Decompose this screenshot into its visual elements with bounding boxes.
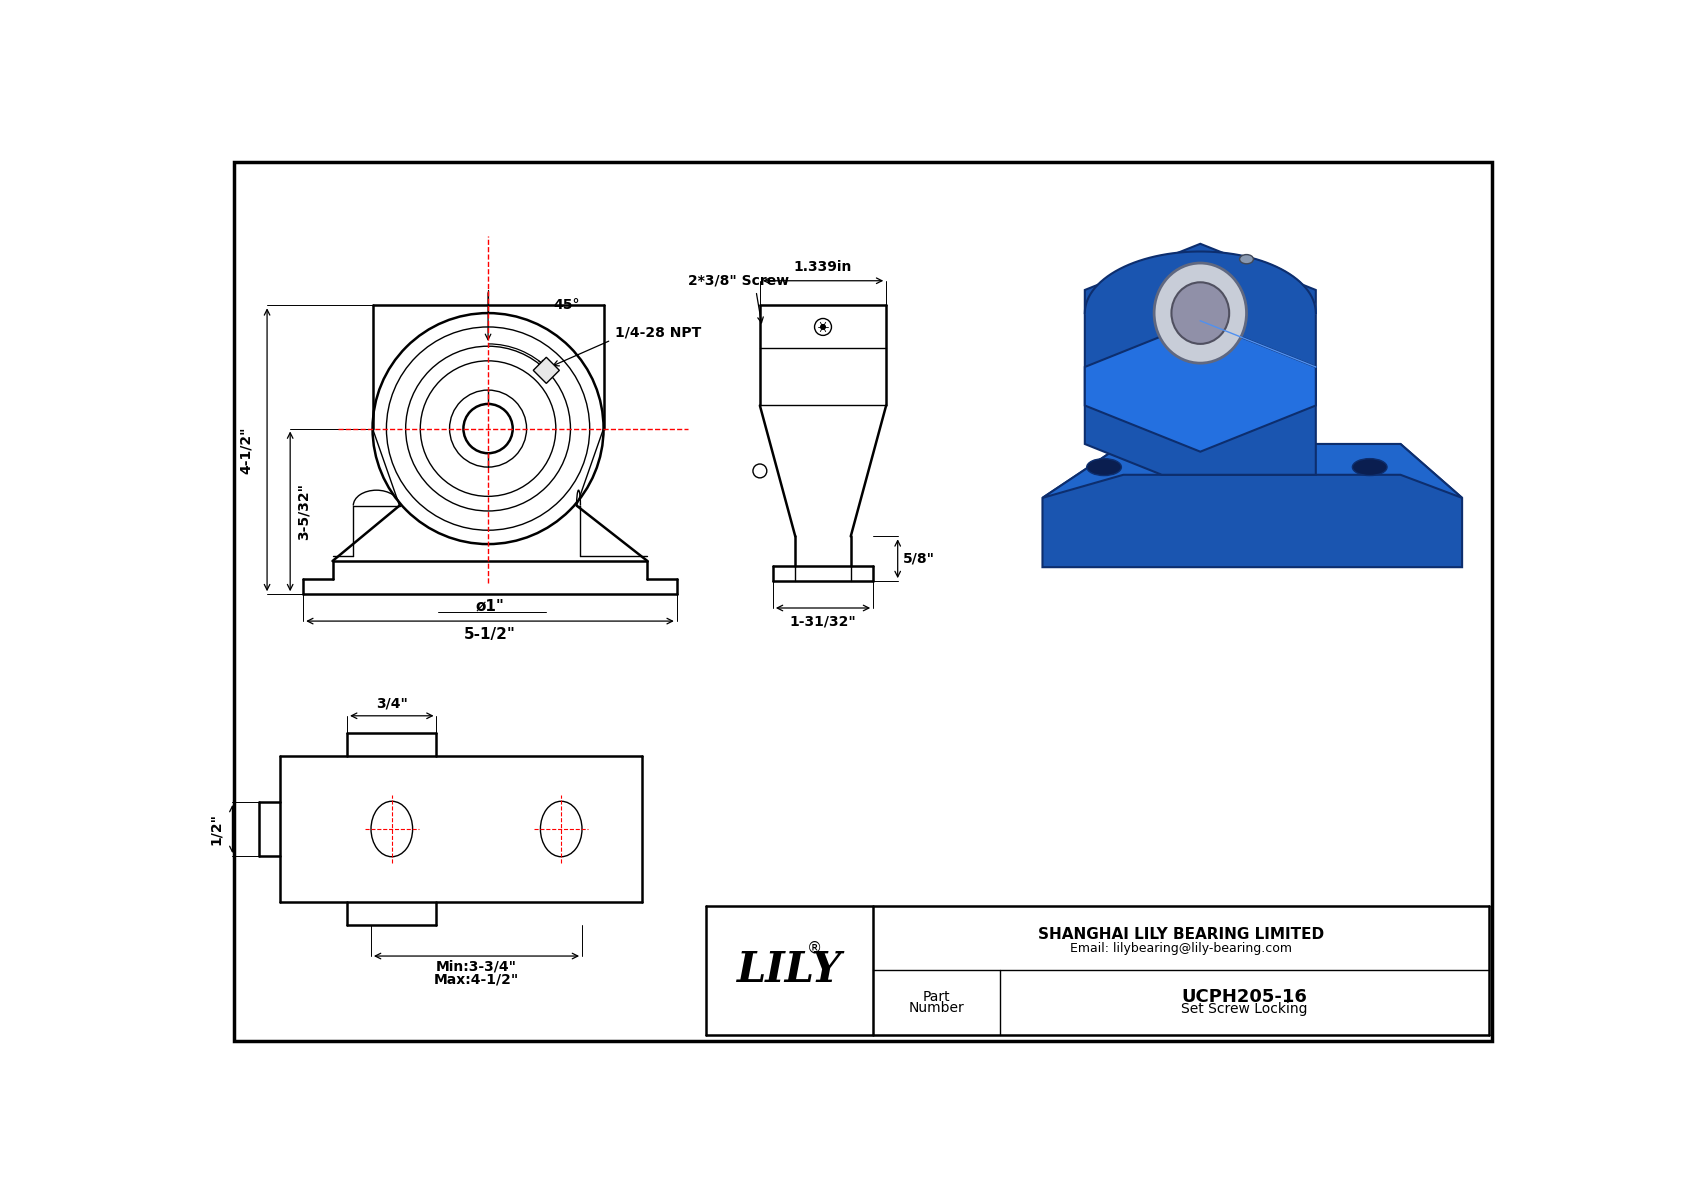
Text: Number: Number: [909, 1000, 965, 1015]
Text: Max:4-1/2": Max:4-1/2": [434, 972, 519, 986]
Text: 3-5/32": 3-5/32": [296, 482, 312, 540]
Text: Part: Part: [923, 990, 950, 1004]
Text: ®: ®: [807, 941, 822, 956]
Text: UCPH205-16: UCPH205-16: [1182, 989, 1307, 1006]
Text: Set Screw Locking: Set Screw Locking: [1182, 1003, 1308, 1016]
Polygon shape: [1042, 444, 1462, 567]
Text: 1/4-28 NPT: 1/4-28 NPT: [615, 325, 701, 339]
Text: 45°: 45°: [554, 298, 579, 312]
Ellipse shape: [1352, 459, 1388, 475]
Ellipse shape: [1154, 263, 1246, 363]
Ellipse shape: [1086, 459, 1122, 475]
Polygon shape: [534, 357, 559, 384]
Text: Min:3-3/4": Min:3-3/4": [436, 960, 517, 974]
Text: LILY: LILY: [738, 949, 842, 991]
Text: ø1": ø1": [475, 598, 505, 613]
Text: Email: lilybearing@lily-bearing.com: Email: lilybearing@lily-bearing.com: [1069, 942, 1292, 955]
Polygon shape: [1084, 320, 1315, 451]
Text: 3/4": 3/4": [376, 697, 408, 711]
Ellipse shape: [1172, 282, 1229, 344]
Text: SHANGHAI LILY BEARING LIMITED: SHANGHAI LILY BEARING LIMITED: [1037, 927, 1324, 942]
Text: 5/8": 5/8": [903, 551, 935, 566]
Text: 5-1/2": 5-1/2": [465, 628, 515, 642]
Text: 2*3/8" Screw: 2*3/8" Screw: [689, 274, 790, 287]
Text: 1-31/32": 1-31/32": [790, 615, 857, 629]
Text: 4-1/2": 4-1/2": [239, 426, 253, 474]
Circle shape: [820, 325, 825, 329]
Text: 1.339in: 1.339in: [793, 260, 852, 274]
Text: 1/2": 1/2": [209, 813, 222, 844]
Polygon shape: [1084, 244, 1315, 475]
Polygon shape: [1042, 444, 1462, 498]
Ellipse shape: [1239, 255, 1253, 264]
